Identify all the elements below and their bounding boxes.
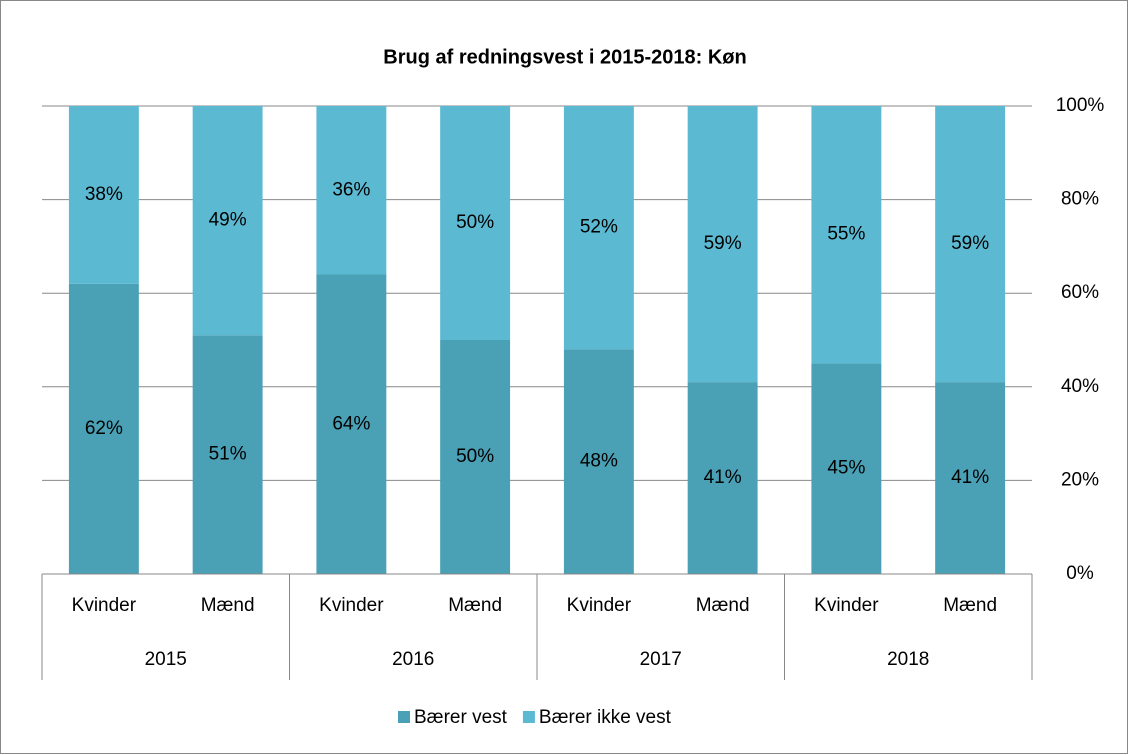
data-label: 62% — [85, 418, 123, 439]
x-tick-label: Kvinder — [814, 595, 879, 616]
data-label: 50% — [456, 212, 494, 233]
bar-segment — [811, 106, 882, 364]
y-tick-label: 0% — [1066, 563, 1094, 584]
data-label: 59% — [951, 233, 989, 254]
data-label: 64% — [332, 413, 370, 434]
bar-segment — [440, 106, 511, 340]
bar-segment — [563, 349, 634, 574]
data-label: 50% — [456, 446, 494, 467]
bar-segment — [563, 106, 634, 350]
y-tick-label: 20% — [1061, 469, 1099, 490]
y-tick-label: 80% — [1061, 189, 1099, 210]
bar-segment — [68, 283, 139, 574]
data-label: 41% — [951, 467, 989, 488]
x-tick-label: Mænd — [696, 595, 750, 616]
bar-segment — [935, 106, 1006, 383]
data-label: 36% — [332, 179, 370, 200]
data-label: 45% — [827, 458, 865, 479]
y-tick-label: 100% — [1056, 95, 1105, 116]
x-tick-label: Mænd — [201, 595, 255, 616]
data-label: 52% — [580, 217, 618, 238]
data-label: 51% — [209, 444, 247, 465]
chart-title: Brug af redningsvest i 2015-2018: Køn — [383, 46, 746, 68]
bar-segment — [192, 106, 263, 336]
group-label: 2017 — [640, 649, 682, 670]
bar-segment — [687, 382, 758, 574]
bar-segment — [440, 340, 511, 574]
bar-segment — [68, 106, 139, 284]
group-label: 2018 — [887, 649, 929, 670]
legend-swatch — [522, 711, 535, 723]
data-label: 59% — [704, 233, 742, 254]
y-tick-label: 40% — [1061, 376, 1099, 397]
data-label: 48% — [580, 451, 618, 472]
bar-segment — [316, 274, 387, 574]
data-label: 41% — [704, 467, 742, 488]
x-tick-label: Kvinder — [319, 595, 384, 616]
data-label: 38% — [85, 184, 123, 205]
x-tick-label: Mænd — [943, 595, 997, 616]
legend-label: Bærer vest — [414, 707, 508, 728]
data-label: 49% — [209, 210, 247, 231]
bar-segment — [192, 335, 263, 574]
x-tick-label: Kvinder — [567, 595, 632, 616]
legend-label: Bærer ikke vest — [539, 707, 672, 728]
bar-segment — [935, 382, 1006, 574]
x-tick-label: Mænd — [448, 595, 502, 616]
group-label: 2016 — [392, 649, 434, 670]
legend-swatch — [398, 711, 410, 723]
y-tick-label: 60% — [1061, 282, 1099, 303]
bar-segment — [811, 363, 882, 574]
group-label: 2015 — [145, 649, 187, 670]
bar-segment — [687, 106, 758, 383]
bar-segment — [316, 106, 387, 275]
x-tick-label: Kvinder — [72, 595, 137, 616]
data-label: 55% — [827, 224, 865, 245]
